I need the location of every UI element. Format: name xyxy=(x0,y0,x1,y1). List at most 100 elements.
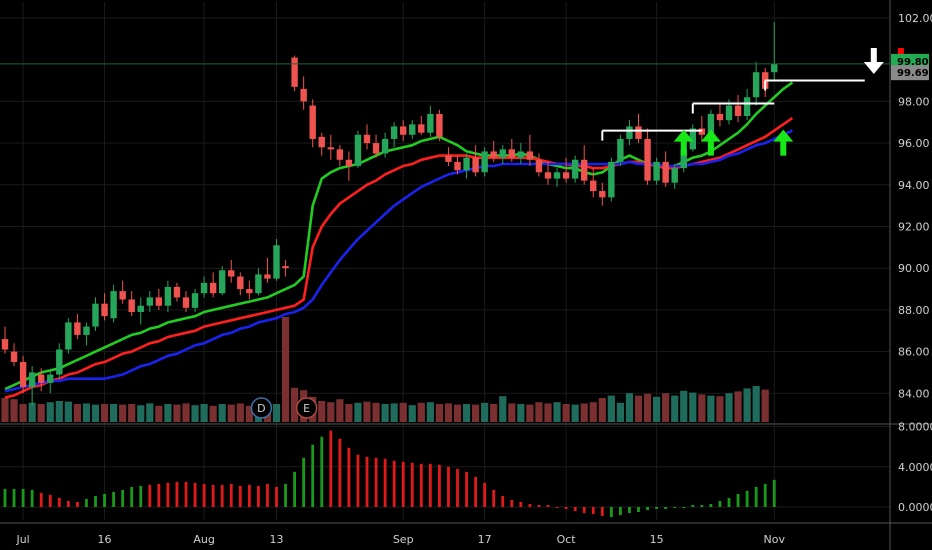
candle-body xyxy=(427,113,434,133)
candle-body xyxy=(517,151,525,158)
oscillator-tick-label: 8.0000 xyxy=(898,421,932,434)
volume-bar xyxy=(707,395,715,422)
volume-bar xyxy=(698,394,706,422)
oscillator-bar xyxy=(293,471,296,507)
price-tick-label: 96.00 xyxy=(898,137,930,150)
candle-body xyxy=(463,157,470,171)
oscillator-bar xyxy=(546,504,550,507)
candle-body xyxy=(372,143,380,154)
candle-body xyxy=(608,161,615,198)
oscillator-bar xyxy=(754,486,758,507)
volume-bar xyxy=(408,405,416,422)
oscillator-bar xyxy=(3,488,7,507)
price-tag xyxy=(891,65,929,81)
oscillator-bar xyxy=(94,495,97,507)
oscillator-bar xyxy=(193,482,197,507)
volume-bar xyxy=(444,403,453,422)
candle-body xyxy=(562,172,570,179)
oscillator-bar xyxy=(438,464,441,507)
candle-body xyxy=(182,297,190,308)
volume-bar xyxy=(191,405,199,422)
candle-body xyxy=(246,289,253,294)
oscillator-bar xyxy=(103,493,106,507)
candle-body xyxy=(481,151,488,173)
volume-bar xyxy=(55,401,63,422)
candle-body xyxy=(282,266,289,269)
oscillator-bar xyxy=(528,503,532,507)
candle-body xyxy=(734,105,742,116)
moving-average-line xyxy=(4,129,793,393)
oscillator-bar xyxy=(537,504,541,507)
volume-bar xyxy=(10,399,18,422)
volume-bar xyxy=(544,403,552,422)
oscillator-bar xyxy=(673,507,677,509)
candle-body xyxy=(436,113,443,137)
volume-bar xyxy=(227,404,235,422)
volume-bar xyxy=(607,395,615,422)
candle-body xyxy=(508,149,515,158)
oscillator-bar xyxy=(600,507,604,517)
candle-body xyxy=(653,161,660,181)
oscillator-bar xyxy=(492,489,496,507)
oscillator-bar xyxy=(456,468,459,507)
volume-bar xyxy=(571,404,579,422)
volume-bar xyxy=(100,404,109,422)
oscillator-bar xyxy=(691,504,695,507)
oscillator-bar xyxy=(447,466,450,507)
candle-body xyxy=(219,270,226,294)
candle-body xyxy=(327,147,334,150)
candle-body xyxy=(626,126,633,139)
price-tick-label: 92.00 xyxy=(898,221,930,234)
volume-bar xyxy=(363,401,371,422)
oscillator-bar xyxy=(347,447,351,507)
price-tick-label: 88.00 xyxy=(898,304,930,317)
oscillator-bar xyxy=(383,458,387,507)
oscillator-bar xyxy=(275,486,278,507)
candle-body xyxy=(200,282,208,294)
candle-body xyxy=(237,276,244,290)
oscillator-bar xyxy=(48,494,52,507)
candle-body xyxy=(698,128,706,135)
oscillator-bar xyxy=(582,507,586,514)
oscillator-bar xyxy=(76,501,79,507)
oscillator-bar xyxy=(727,497,731,507)
candle-body xyxy=(544,172,552,179)
up-arrow-icon xyxy=(700,129,721,156)
candle-body xyxy=(354,134,362,167)
oscillator-pane xyxy=(3,430,776,518)
candle-body xyxy=(336,149,344,160)
candle-body xyxy=(137,305,144,312)
oscillator-bar xyxy=(220,484,224,507)
oscillator-bar xyxy=(356,454,360,507)
time-tick-label: Aug xyxy=(193,533,214,546)
volume-bar xyxy=(417,402,425,422)
volume-bar xyxy=(381,404,389,422)
candle-body xyxy=(363,134,371,144)
volume-bar xyxy=(598,398,606,422)
volume-bar xyxy=(743,388,751,422)
volume-bar xyxy=(236,403,244,422)
oscillator-bar xyxy=(628,507,631,514)
volume-bar xyxy=(164,404,172,422)
down-arrow-icon xyxy=(863,48,884,74)
volume-bar xyxy=(209,405,217,422)
candle-body xyxy=(264,274,271,279)
candle-body xyxy=(83,326,90,335)
event-badge xyxy=(250,397,273,419)
volume-bar xyxy=(526,404,534,422)
oscillator-bar xyxy=(85,498,88,507)
oscillator-bar xyxy=(501,495,505,507)
moving-averages xyxy=(4,81,794,399)
volume-bar xyxy=(761,389,769,422)
candle-body xyxy=(47,374,54,383)
volume-bar xyxy=(472,404,480,422)
time-tick-label: Sep xyxy=(393,533,414,546)
candle-body xyxy=(725,105,733,121)
oscillator-bar xyxy=(229,483,233,507)
oscillator-bar xyxy=(257,485,260,507)
time-tick-label: 17 xyxy=(478,533,492,546)
volume-bar xyxy=(345,404,353,422)
